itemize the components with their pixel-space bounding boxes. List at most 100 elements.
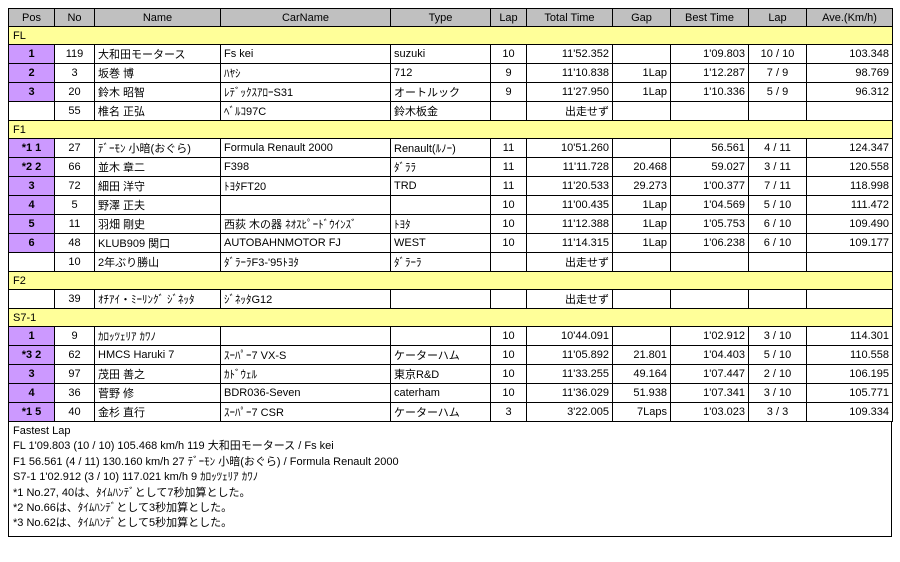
cell: 並木 章二 [95,158,221,177]
cell: 109.177 [807,234,893,253]
results-table: PosNoNameCarNameTypeLapTotal TimeGapBest… [8,8,893,422]
cell: 1Lap [613,83,671,102]
cell: BDR036-Seven [221,384,391,403]
cell: 3'22.005 [527,403,613,422]
cell: 1 [9,45,55,64]
cell: 9 [491,83,527,102]
cell: 20.468 [613,158,671,177]
cell: F398 [221,158,391,177]
cell: 大和田モータース [95,45,221,64]
cell: 6 / 10 [749,215,807,234]
cell [749,102,807,121]
cell: ｵﾁｱｲ・ﾐｰﾘﾝｸﾞ ｼﾞﾈｯﾀ [95,290,221,309]
cell: 109.334 [807,403,893,422]
cell: 2 / 10 [749,365,807,384]
footnote-line: *2 No.66は、ﾀｲﾑﾊﾝﾃﾞとして3秒加算とした。 [13,501,887,516]
cell: 6 / 10 [749,234,807,253]
cell: 11'11.728 [527,158,613,177]
cell: 坂巻 博 [95,64,221,83]
cell: 29.273 [613,177,671,196]
cell: 11'12.388 [527,215,613,234]
table-row: 23坂巻 博ﾊﾔｼ712911'10.8381Lap1'12.2877 / 99… [9,64,893,83]
cell: 3 / 10 [749,384,807,403]
cell: 茂田 善之 [95,365,221,384]
cell: 4 / 11 [749,139,807,158]
cell: 西荻 木の器 ﾈｵｽﾋﾟｰﾄﾞｳｲﾝｽﾞ [221,215,391,234]
cell: 114.301 [807,327,893,346]
cell: ﾚﾃﾞｯｸｽｱﾛｰS31 [221,83,391,102]
cell [671,290,749,309]
cell: 7Laps [613,403,671,422]
fastest-lap-line: S7-1 1'02.912 (3 / 10) 117.021 km/h 9 ｶﾛ… [13,470,887,485]
cell [221,196,391,215]
col-header: Total Time [527,9,613,27]
table-row: 102年ぶり勝山ﾀﾞﾗｰﾗF3-'95ﾄﾖﾀﾀﾞﾗｰﾗ出走せず [9,253,893,272]
cell: 1'04.569 [671,196,749,215]
cell [491,253,527,272]
cell: 椎名 正弘 [95,102,221,121]
cell: caterham [391,384,491,403]
cell: 66 [55,158,95,177]
cell: 1'07.447 [671,365,749,384]
cell: 11'52.352 [527,45,613,64]
col-header: Gap [613,9,671,27]
fastest-lap-title: Fastest Lap [13,424,887,439]
table-header-row: PosNoNameCarNameTypeLapTotal TimeGapBest… [9,9,893,27]
cell: 3 / 3 [749,403,807,422]
col-header: Type [391,9,491,27]
cell: Renault(ﾙﾉｰ) [391,139,491,158]
cell: 109.490 [807,215,893,234]
cell: ケーターハム [391,403,491,422]
cell: 出走せず [527,102,613,121]
table-row: 1119大和田モータースFs keisuzuki1011'52.3521'09.… [9,45,893,64]
cell: suzuki [391,45,491,64]
cell: *2 2 [9,158,55,177]
cell: 98.769 [807,64,893,83]
cell [613,253,671,272]
cell: ﾃﾞｰﾓﾝ 小暗(おぐら) [95,139,221,158]
cell: TRD [391,177,491,196]
fastest-lap-line: F1 56.561 (4 / 11) 130.160 km/h 27 ﾃﾞｰﾓﾝ… [13,455,887,470]
cell: 11 [55,215,95,234]
cell: 11'10.838 [527,64,613,83]
cell: ﾀﾞﾗｰﾗF3-'95ﾄﾖﾀ [221,253,391,272]
cell [391,327,491,346]
cell: 6 [9,234,55,253]
cell: 10 [491,196,527,215]
cell [491,102,527,121]
cell: 3 [55,64,95,83]
table-row: *3 262HMCS Haruki 7ｽｰﾊﾟｰ7 VX-Sケーターハム1011… [9,346,893,365]
cell: 96.312 [807,83,893,102]
cell: 49.164 [613,365,671,384]
footnote-line: *3 No.62は、ﾀｲﾑﾊﾝﾃﾞとして5秒加算とした。 [13,516,887,531]
cell: 4 [9,196,55,215]
cell: 97 [55,365,95,384]
cell: 1'07.341 [671,384,749,403]
cell: ｶﾄﾞｳｪﾙ [221,365,391,384]
cell: 124.347 [807,139,893,158]
cell: 1'05.753 [671,215,749,234]
footnote-line: *1 No.27, 40は、ﾀｲﾑﾊﾝﾃﾞとして7秒加算とした。 [13,486,887,501]
cell: 出走せず [527,253,613,272]
cell: AUTOBAHNMOTOR FJ [221,234,391,253]
cell: 119 [55,45,95,64]
class-row: F2 [9,272,893,290]
cell: 1Lap [613,64,671,83]
col-header: CarName [221,9,391,27]
class-label: F1 [9,121,893,139]
cell: 105.771 [807,384,893,403]
cell: 3 [9,83,55,102]
cell: ﾊﾔｼ [221,64,391,83]
cell: 11'20.533 [527,177,613,196]
cell: ﾄﾖﾀFT20 [221,177,391,196]
col-header: Ave.(Km/h) [807,9,893,27]
cell: 56.561 [671,139,749,158]
cell: 10 [491,384,527,403]
cell: ﾍﾞﾙｺ97C [221,102,391,121]
cell: 1Lap [613,196,671,215]
col-header: Lap [749,9,807,27]
cell: 1Lap [613,234,671,253]
cell: 3 [9,365,55,384]
cell: 9 [55,327,95,346]
cell: 11 [491,158,527,177]
